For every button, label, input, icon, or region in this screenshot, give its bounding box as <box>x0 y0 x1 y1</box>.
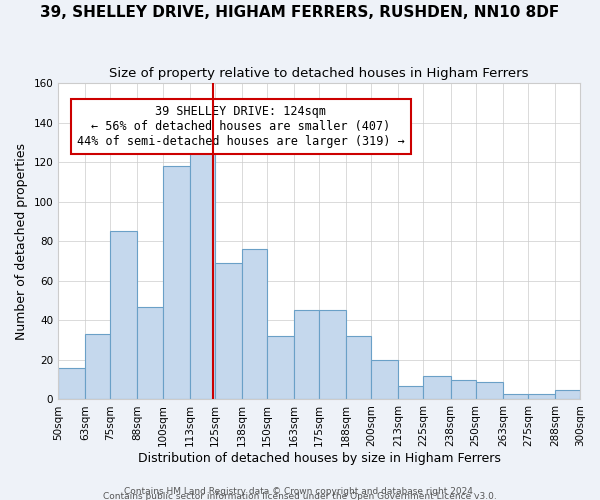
Bar <box>476 382 503 400</box>
Text: Contains public sector information licensed under the Open Government Licence v3: Contains public sector information licen… <box>103 492 497 500</box>
Bar <box>110 232 137 400</box>
Text: Contains HM Land Registry data © Crown copyright and database right 2024.: Contains HM Land Registry data © Crown c… <box>124 486 476 496</box>
Bar <box>294 310 319 400</box>
Bar <box>163 166 190 400</box>
Bar <box>398 386 424 400</box>
Bar <box>242 249 267 400</box>
Bar <box>137 306 163 400</box>
Bar <box>319 310 346 400</box>
Bar <box>555 390 580 400</box>
X-axis label: Distribution of detached houses by size in Higham Ferrers: Distribution of detached houses by size … <box>137 452 500 465</box>
Text: 39, SHELLEY DRIVE, HIGHAM FERRERS, RUSHDEN, NN10 8DF: 39, SHELLEY DRIVE, HIGHAM FERRERS, RUSHD… <box>40 5 560 20</box>
Bar <box>580 396 600 400</box>
Bar <box>528 394 555 400</box>
Bar <box>424 376 451 400</box>
Y-axis label: Number of detached properties: Number of detached properties <box>15 143 28 340</box>
Bar <box>371 360 398 400</box>
Bar <box>346 336 371 400</box>
Text: 39 SHELLEY DRIVE: 124sqm
← 56% of detached houses are smaller (407)
44% of semi-: 39 SHELLEY DRIVE: 124sqm ← 56% of detach… <box>77 105 404 148</box>
Bar <box>267 336 294 400</box>
Bar <box>85 334 110 400</box>
Bar <box>190 148 215 400</box>
Title: Size of property relative to detached houses in Higham Ferrers: Size of property relative to detached ho… <box>109 68 529 80</box>
Bar <box>503 394 528 400</box>
Bar <box>215 263 242 400</box>
Bar <box>451 380 476 400</box>
Bar <box>58 368 85 400</box>
